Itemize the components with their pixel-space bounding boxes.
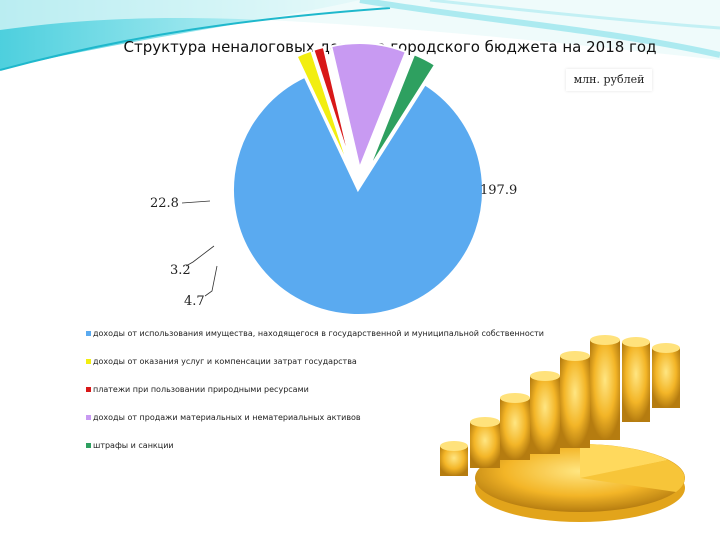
leader-line [185, 245, 215, 267]
pie-slice [295, 49, 351, 170]
legend-label: доходы от продажи материальных и нематер… [93, 413, 361, 422]
legend-label: доходы от использования имущества, наход… [93, 329, 544, 338]
data-label: 4.7 [184, 294, 205, 309]
coins-illustration [440, 335, 685, 522]
pie-slice [232, 75, 484, 316]
legend-swatch [86, 387, 91, 392]
leader-line [204, 265, 218, 297]
legend-label: платежи при пользовании природными ресур… [93, 385, 309, 394]
data-label: 3.2 [170, 263, 191, 278]
legend-item: доходы от оказания услуг и компенсации з… [86, 357, 357, 366]
legend-swatch [86, 359, 91, 364]
legend-swatch [86, 443, 91, 448]
legend-label: доходы от оказания услуг и компенсации з… [93, 357, 357, 366]
unit-label: млн. рублей [566, 69, 652, 91]
legend-label: штрафы и санкции [93, 441, 174, 450]
leader-line [181, 200, 211, 204]
pie-slice [367, 52, 437, 171]
pie-slice [312, 45, 354, 170]
pie-slice [330, 42, 408, 172]
legend-item: доходы от продажи материальных и нематер… [86, 413, 361, 422]
legend-item: платежи при пользовании природными ресур… [86, 385, 309, 394]
legend-swatch [86, 415, 91, 420]
legend-swatch [86, 331, 91, 336]
legend-item: штрафы и санкции [86, 441, 174, 450]
legend-item: доходы от использования имущества, наход… [86, 329, 544, 338]
data-label: 197.9 [480, 183, 518, 198]
data-label: 22.8 [150, 196, 179, 211]
